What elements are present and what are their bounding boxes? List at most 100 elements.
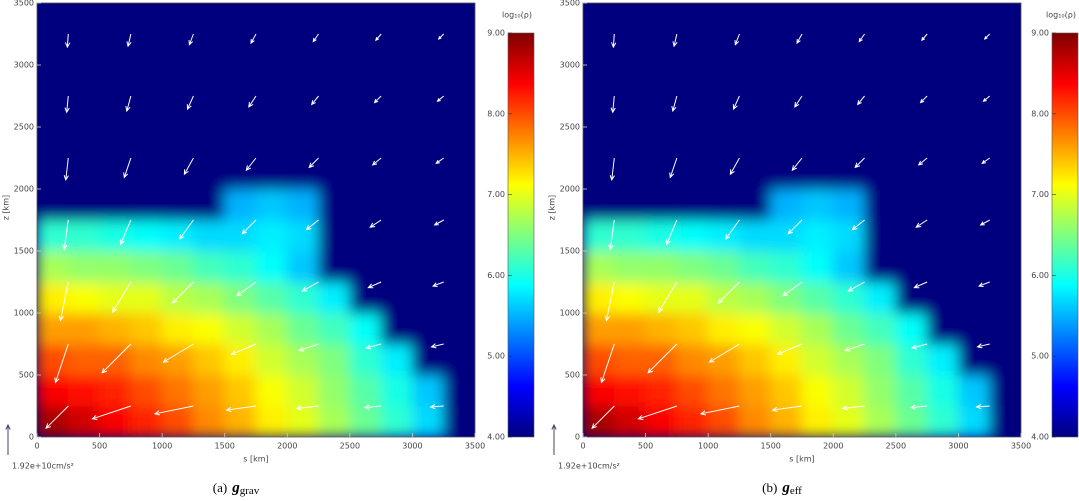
density-cell xyxy=(676,126,709,159)
density-cell xyxy=(926,126,959,159)
vector-arrow xyxy=(665,219,678,246)
density-cell xyxy=(676,157,709,190)
vector-arrow xyxy=(658,281,678,313)
vector-arrow xyxy=(365,343,382,350)
density-cell xyxy=(286,95,320,128)
density-cell xyxy=(801,250,834,283)
y-tick-label: 1000 xyxy=(14,309,34,318)
colorbar-tick-label: 6.00 xyxy=(1031,271,1049,280)
vector-arrow xyxy=(591,405,615,430)
density-cell xyxy=(864,33,897,66)
density-cell xyxy=(443,126,475,159)
vector-arrow xyxy=(909,404,928,410)
density-cell xyxy=(192,188,226,221)
colorbar-tick-label: 7.00 xyxy=(1031,190,1049,199)
density-cell xyxy=(583,343,615,376)
density-cell xyxy=(832,405,866,437)
density-cell xyxy=(957,219,991,252)
density-cell xyxy=(99,3,132,35)
x-tick-label: 3500 xyxy=(1011,442,1031,451)
density-cell xyxy=(224,250,257,283)
vector-arrow xyxy=(671,95,678,113)
density-cell xyxy=(864,188,897,221)
density-cell xyxy=(99,405,132,437)
density-cell xyxy=(832,312,866,345)
vector-arrow xyxy=(708,343,740,363)
vector-arrow xyxy=(91,405,132,420)
density-cell xyxy=(380,3,413,35)
density-cell xyxy=(318,219,351,252)
density-cell xyxy=(286,405,320,437)
vector-arrow xyxy=(153,405,194,416)
vector-arrow xyxy=(856,95,865,106)
density-cell xyxy=(583,95,615,128)
density-cell xyxy=(224,188,257,221)
density-cell xyxy=(255,157,288,190)
density-cell xyxy=(99,250,132,283)
vector-arrow xyxy=(183,157,194,176)
vector-arrow xyxy=(976,343,990,349)
density-cell xyxy=(738,281,772,314)
vector-arrow xyxy=(305,219,319,231)
vector-arrow xyxy=(225,405,257,413)
density-cell xyxy=(67,405,101,437)
vector-arrow xyxy=(729,157,740,176)
vector-arrow xyxy=(717,281,740,304)
density-cell xyxy=(192,33,226,66)
density-cell xyxy=(707,33,740,66)
density-cell xyxy=(192,64,226,97)
density-cell xyxy=(224,157,257,190)
density-cell xyxy=(411,343,445,376)
density-cell xyxy=(318,312,351,345)
density-cell xyxy=(583,250,615,283)
density-cell xyxy=(895,188,928,221)
caption-subscript: eff xyxy=(790,485,802,497)
vector-arrow xyxy=(58,281,69,322)
density-cell xyxy=(832,374,866,407)
density-cell xyxy=(37,343,69,376)
density-cell xyxy=(161,312,194,345)
vector-arrow xyxy=(123,157,132,179)
density-cell xyxy=(224,312,257,345)
density-cell xyxy=(99,33,132,66)
density-cell xyxy=(99,219,132,252)
vector-arrow xyxy=(363,404,382,410)
density-cell xyxy=(613,281,647,314)
density-cell xyxy=(255,250,288,283)
density-cell xyxy=(286,219,320,252)
density-cell xyxy=(613,188,647,221)
x-tick-label: 3000 xyxy=(402,442,422,451)
density-cell xyxy=(676,281,709,314)
density-cell xyxy=(770,188,803,221)
density-cell xyxy=(318,405,351,437)
density-cell xyxy=(255,33,288,66)
density-cell xyxy=(832,95,866,128)
density-cell xyxy=(676,312,709,345)
vector-arrow xyxy=(188,33,194,46)
density-cell xyxy=(770,374,803,407)
density-cell xyxy=(583,219,615,252)
density-cell xyxy=(255,343,288,376)
density-cell xyxy=(645,95,678,128)
density-cell xyxy=(864,250,897,283)
density-cell xyxy=(67,312,101,345)
density-cell xyxy=(411,405,445,437)
density-cell xyxy=(224,3,257,35)
density-cell xyxy=(926,219,959,252)
density-cell xyxy=(832,3,866,35)
density-cell xyxy=(130,157,163,190)
vector-arrow xyxy=(917,157,928,166)
density-cell xyxy=(224,126,257,159)
y-tick-label: 500 xyxy=(565,371,580,380)
vector-arrow xyxy=(295,405,319,411)
vector-arrow xyxy=(436,95,445,103)
density-cell xyxy=(161,3,194,35)
density-cell xyxy=(832,250,866,283)
density-cell xyxy=(255,405,288,437)
density-cell xyxy=(989,281,1021,314)
density-cell xyxy=(645,126,678,159)
density-cell xyxy=(926,281,959,314)
density-cell xyxy=(255,281,288,314)
density-cell xyxy=(738,126,772,159)
vector-arrow xyxy=(919,95,928,104)
